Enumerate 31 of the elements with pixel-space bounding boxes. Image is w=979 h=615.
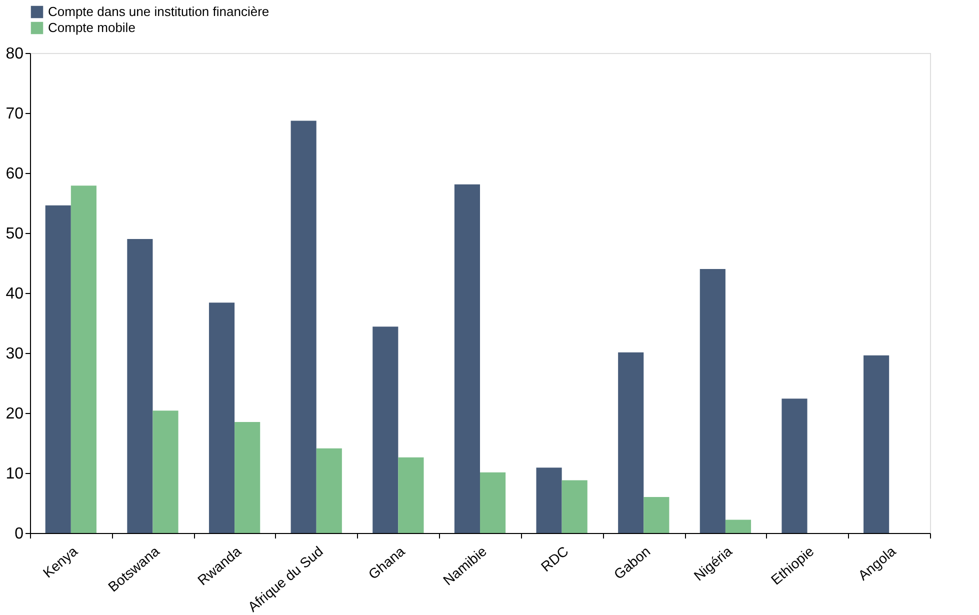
bar <box>725 520 752 533</box>
legend-label: Compte dans une institution financière <box>48 4 270 19</box>
bar <box>864 355 890 533</box>
bar <box>398 457 424 533</box>
bar <box>70 186 96 533</box>
legend-label: Compte mobile <box>48 20 136 35</box>
bar <box>536 468 562 533</box>
bar <box>480 472 506 533</box>
y-tick-label: 0 <box>14 526 24 542</box>
bar <box>316 448 342 533</box>
y-tick-label: 80 <box>6 46 24 62</box>
bar <box>208 302 235 533</box>
bar <box>234 422 260 533</box>
bar <box>290 120 316 533</box>
y-tick-label: 10 <box>6 466 24 482</box>
bar <box>45 205 71 533</box>
y-tick-label: 60 <box>6 166 24 182</box>
bar <box>152 410 178 533</box>
bar <box>127 239 153 533</box>
y-tick-label: 40 <box>6 286 24 302</box>
y-tick-label: 50 <box>6 226 24 242</box>
bar <box>644 497 670 533</box>
y-tick-label: 20 <box>6 406 24 422</box>
bar <box>562 480 588 533</box>
y-tick-label: 30 <box>6 346 24 362</box>
bar <box>782 398 808 533</box>
bar <box>454 184 480 533</box>
y-tick-label: 70 <box>6 106 24 122</box>
bar <box>372 326 398 533</box>
bar <box>700 269 726 533</box>
bar <box>618 352 644 533</box>
